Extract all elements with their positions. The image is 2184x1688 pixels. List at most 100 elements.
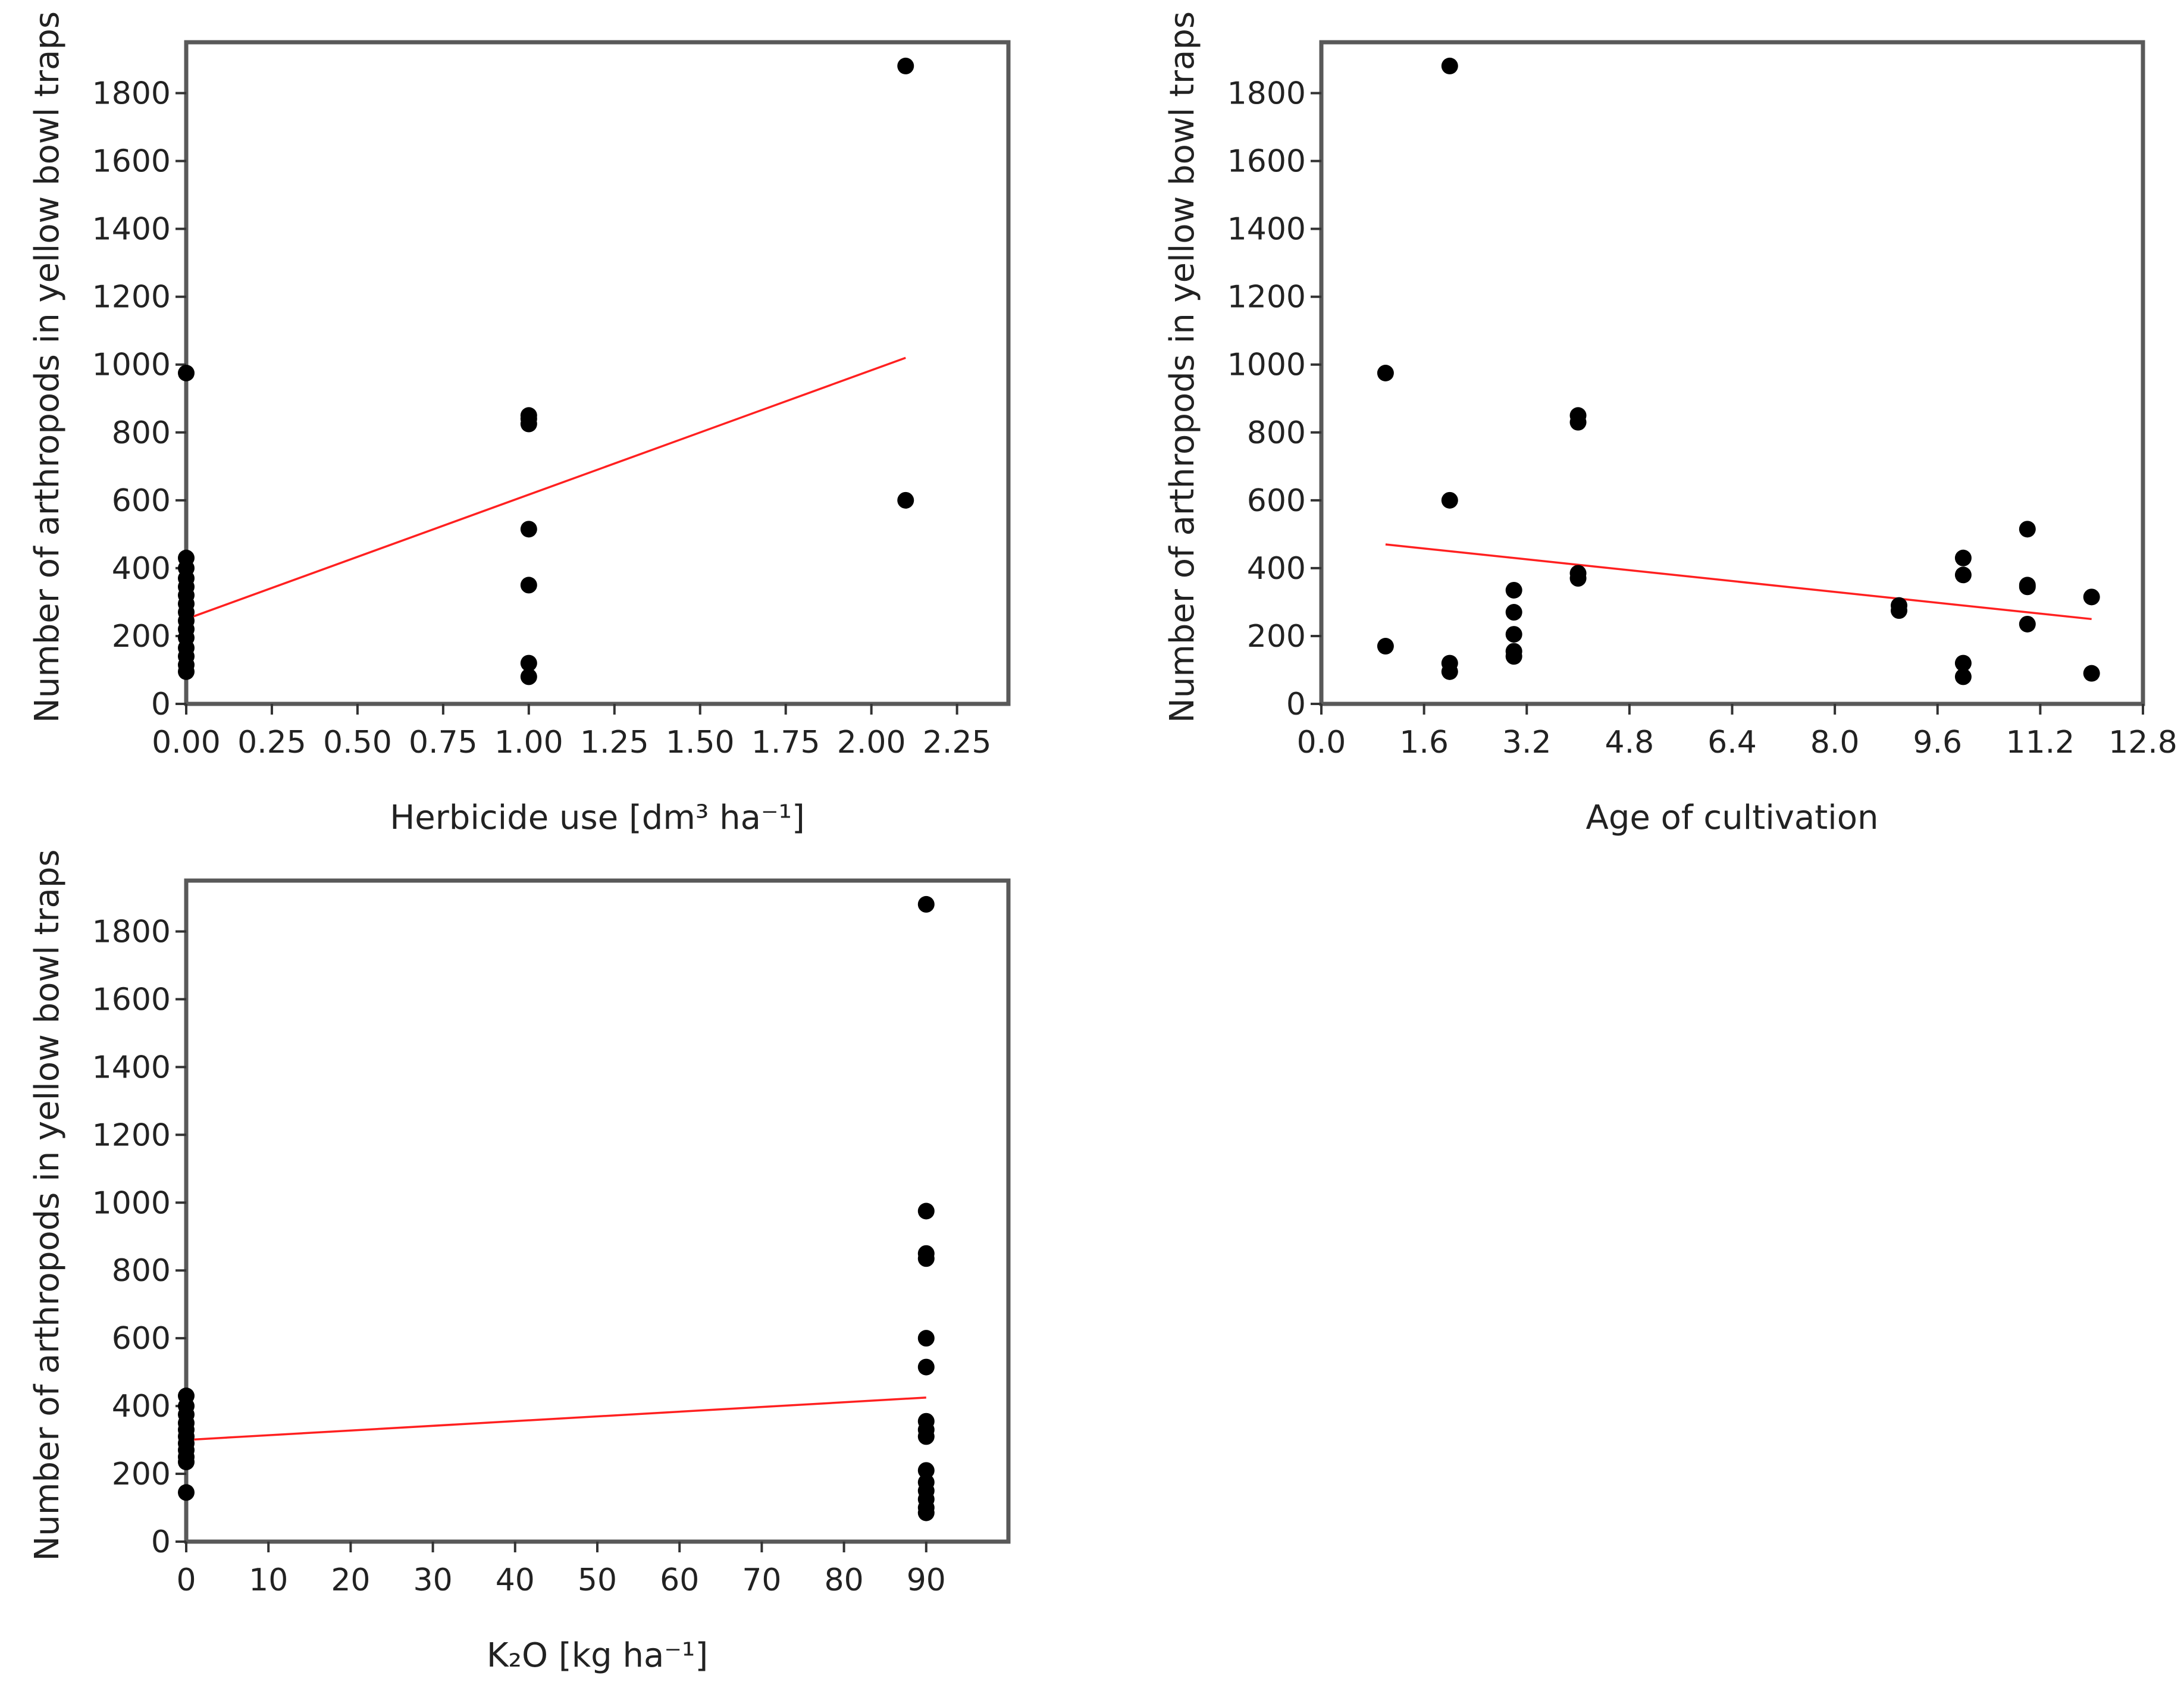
chart-panel-3: 0 200 400 600 800 1000 1200 1400 1600 1800 0 10 20 30… (28, 849, 1011, 1675)
x-tick-label: 60 (660, 1562, 699, 1598)
x-tick-label: 40 (496, 1562, 535, 1598)
data-point (2019, 521, 2036, 538)
data-point (1954, 566, 1972, 584)
y-tick-label: 800 (112, 415, 171, 451)
data-point (1505, 626, 1522, 643)
y-tick-label: 1200 (1227, 280, 1306, 315)
x-tick-label: 1.00 (494, 725, 563, 760)
y-tick-label: 1400 (92, 1050, 171, 1085)
x-tick-label: 20 (331, 1562, 370, 1598)
x-tick-label: 2.25 (923, 725, 992, 760)
regression-line (186, 1396, 926, 1441)
data-point (2083, 588, 2100, 606)
y-tick-label: 1800 (1227, 76, 1306, 112)
data-point (917, 1462, 935, 1479)
x-tick-label: 10 (249, 1562, 288, 1598)
x-axis-title: Age of cultivation (1586, 798, 1879, 837)
data-point (917, 895, 935, 913)
data-point (520, 654, 537, 672)
y-tick-label: 1400 (1227, 212, 1306, 248)
data-point (520, 577, 537, 594)
x-axis-title: K₂O [kg ha⁻¹] (487, 1636, 708, 1675)
data-point (178, 1484, 195, 1501)
data-point (897, 491, 914, 509)
y-tick-label: 400 (1247, 551, 1306, 587)
data-point (1441, 663, 1458, 680)
x-tick-label: 2.00 (837, 725, 906, 760)
x-tick-label: 70 (742, 1562, 781, 1598)
y-tick-label: 1800 (92, 76, 171, 112)
data-point (917, 1358, 935, 1376)
chart-panel-1: 0 200 400 600 800 1000 1200 1400 1600 1800 0.00 0.2… (28, 11, 1011, 837)
data-point (178, 1454, 195, 1471)
regression-line (186, 356, 906, 621)
data-point (2019, 615, 2036, 632)
plot-frame (184, 878, 1011, 1544)
y-tick-label: 1000 (92, 1185, 171, 1221)
data-point (1505, 648, 1522, 665)
data-point (178, 365, 195, 381)
data-point (917, 1428, 935, 1445)
y-axis-title: Number of arthropods in yellow bowl trap… (1163, 11, 1202, 723)
x-tick-label: 1.6 (1399, 725, 1449, 760)
y-tick-label: 0 (1286, 687, 1306, 722)
x-tick-label: 90 (907, 1562, 946, 1598)
y-tick-label: 1200 (92, 1117, 171, 1153)
data-point (1891, 602, 1908, 619)
y-tick-label: 1600 (92, 144, 171, 180)
data-point (1441, 491, 1458, 509)
data-point (520, 415, 537, 433)
y-tick-label: 1000 (92, 347, 171, 383)
x-tick-label: 8.0 (1810, 725, 1860, 760)
y-tick-label: 200 (112, 1457, 171, 1492)
y-tick-label: 600 (112, 483, 171, 519)
y-axis-title: Number of arthropods in yellow bowl trap… (28, 849, 67, 1561)
data-point (897, 57, 914, 74)
data-point (917, 1202, 935, 1220)
data-point (1569, 414, 1587, 431)
data-point (917, 1504, 935, 1521)
data-point (917, 1330, 935, 1347)
data-point (1377, 365, 1394, 381)
plot-frame (184, 40, 1011, 706)
x-tick-label: 6.4 (1707, 725, 1757, 760)
x-tick-label: 0.0 (1297, 725, 1346, 760)
x-tick-label: 0.25 (237, 725, 306, 760)
y-axis-title: Number of arthropods in yellow bowl trap… (28, 11, 67, 723)
data-point (2019, 578, 2036, 596)
plot-frame (1319, 40, 2145, 706)
y-tick-label: 200 (112, 619, 171, 654)
y-tick-label: 400 (112, 551, 171, 587)
data-point (1505, 581, 1522, 599)
y-tick-label: 1200 (92, 280, 171, 315)
y-tick-label: 1800 (92, 914, 171, 950)
y-tick-label: 1600 (92, 982, 171, 1017)
data-point (1377, 638, 1394, 655)
x-tick-label: 0.75 (409, 725, 478, 760)
data-point (1954, 668, 1972, 685)
x-tick-label: 3.2 (1502, 725, 1552, 760)
y-tick-label: 400 (112, 1389, 171, 1424)
data-point (1441, 57, 1458, 74)
data-point (1569, 570, 1587, 587)
x-tick-label: 11.2 (2006, 725, 2075, 760)
y-tick-label: 800 (112, 1253, 171, 1289)
x-tick-label: 0.50 (323, 725, 392, 760)
x-axis-title: Herbicide use [dm³ ha⁻¹] (390, 798, 805, 837)
y-tick-label: 0 (151, 1524, 171, 1560)
data-point (1505, 604, 1522, 621)
x-tick-label: 30 (413, 1562, 453, 1598)
x-tick-label: 1.75 (751, 725, 820, 760)
y-tick-label: 800 (1247, 415, 1306, 451)
regression-line (1385, 543, 2092, 621)
x-tick-label: 50 (578, 1562, 617, 1598)
y-tick-label: 200 (1247, 619, 1306, 654)
data-point (1954, 549, 1972, 566)
y-tick-label: 1000 (1227, 347, 1306, 383)
y-tick-label: 1400 (92, 212, 171, 248)
x-tick-label: 9.6 (1913, 725, 1962, 760)
data-point (2083, 665, 2100, 682)
data-point (520, 521, 537, 538)
x-tick-label: 1.50 (666, 725, 735, 760)
